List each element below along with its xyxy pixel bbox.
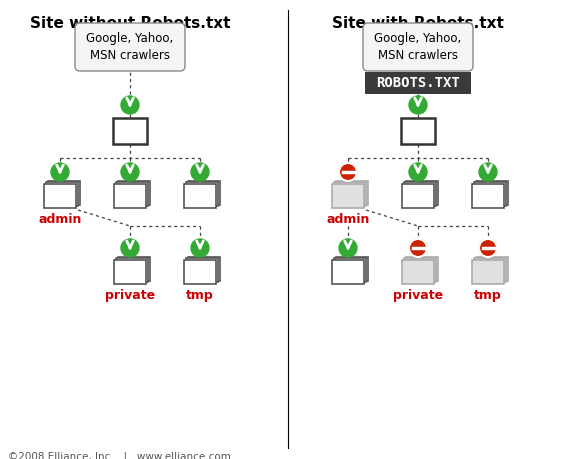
Bar (474, 258, 506, 282)
Text: tmp: tmp (186, 289, 214, 302)
Bar (332, 184, 364, 208)
Circle shape (191, 239, 209, 257)
Bar (334, 258, 366, 282)
Bar (401, 118, 435, 144)
Bar (116, 182, 148, 206)
Bar (472, 184, 504, 208)
Bar (332, 260, 364, 284)
Text: tmp: tmp (474, 289, 502, 302)
Circle shape (121, 96, 139, 114)
Text: private: private (393, 289, 443, 302)
Bar (474, 182, 506, 206)
Bar (476, 181, 508, 205)
Bar (404, 258, 436, 282)
FancyBboxPatch shape (363, 23, 473, 71)
Bar (402, 260, 434, 284)
Text: private: private (105, 289, 155, 302)
Bar (472, 260, 504, 284)
Circle shape (409, 96, 427, 114)
Text: Google, Yahoo,
MSN crawlers: Google, Yahoo, MSN crawlers (374, 32, 461, 62)
Bar (46, 182, 78, 206)
Circle shape (409, 163, 427, 181)
Text: ©2008 Elliance, Inc.   |   www.elliance.com: ©2008 Elliance, Inc. | www.elliance.com (8, 452, 231, 459)
Bar (476, 257, 508, 281)
Circle shape (121, 163, 139, 181)
Text: Google, Yahoo,
MSN crawlers: Google, Yahoo, MSN crawlers (86, 32, 173, 62)
Bar (404, 182, 436, 206)
Bar (188, 181, 220, 205)
Bar (118, 257, 150, 281)
Bar (406, 257, 438, 281)
Bar (365, 72, 471, 94)
Bar (113, 118, 147, 144)
Bar (402, 184, 434, 208)
Bar (186, 182, 218, 206)
Bar (186, 258, 218, 282)
Circle shape (121, 239, 139, 257)
Bar (116, 258, 148, 282)
Text: admin: admin (39, 213, 82, 226)
Circle shape (479, 163, 497, 181)
Text: ROBOTS.TXT: ROBOTS.TXT (376, 76, 460, 90)
Bar (188, 257, 220, 281)
Bar (184, 260, 216, 284)
Bar (334, 182, 366, 206)
Bar (114, 260, 146, 284)
Bar (336, 257, 368, 281)
Bar (44, 184, 76, 208)
Circle shape (339, 163, 357, 181)
Circle shape (191, 163, 209, 181)
Circle shape (409, 239, 427, 257)
Bar (336, 181, 368, 205)
FancyBboxPatch shape (75, 23, 185, 71)
Bar (118, 181, 150, 205)
Text: admin: admin (327, 213, 370, 226)
Text: Site with Robots.txt: Site with Robots.txt (332, 16, 504, 31)
Circle shape (51, 163, 69, 181)
Bar (114, 184, 146, 208)
Bar (48, 181, 80, 205)
Circle shape (339, 239, 357, 257)
Bar (184, 184, 216, 208)
Text: Site without Robots.txt: Site without Robots.txt (30, 16, 230, 31)
Circle shape (479, 239, 497, 257)
Bar (406, 181, 438, 205)
